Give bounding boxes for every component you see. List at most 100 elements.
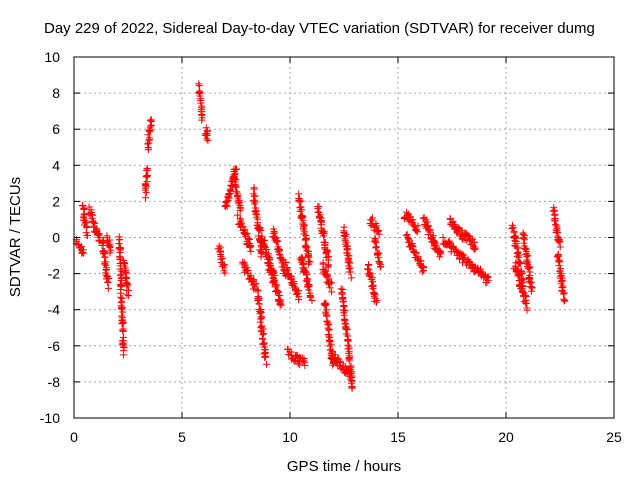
data-point [301,236,309,244]
data-point [271,276,279,284]
data-point [118,340,126,348]
y-tick-label: -6 [48,338,61,354]
data-point [83,224,91,232]
data-point [258,322,266,330]
data-point [461,254,469,262]
data-point [226,186,234,194]
data-point [374,254,382,262]
data-point [246,244,254,252]
data-point [517,282,525,290]
data-point [523,306,531,314]
data-point [256,310,264,318]
data-point [556,258,564,266]
x-tick-label: 0 [70,429,78,445]
data-point [295,358,303,366]
data-point [324,263,332,271]
data-point [305,260,313,268]
data-point [556,243,564,251]
data-point [124,281,132,289]
data-point [340,302,348,310]
data-point [308,296,316,304]
data-point [273,238,281,246]
data-point [516,260,524,268]
data-point [262,360,270,368]
data-point [524,252,532,260]
data-point [79,246,87,254]
data-point [292,352,300,360]
data-point [326,342,334,350]
data-point [346,365,354,373]
data-point [526,274,534,282]
data-point [260,340,268,348]
data-point [370,290,378,298]
data-point [319,259,327,267]
data-point [514,270,522,278]
data-point [368,216,376,224]
data-point [104,279,112,287]
data-point [339,298,347,306]
data-point [256,318,264,326]
data-point [305,286,313,294]
data-point [560,297,568,305]
data-point [116,236,124,244]
data-point [298,354,306,362]
data-point [198,116,206,124]
data-point [520,239,528,247]
data-point [268,269,276,277]
data-point [471,246,479,254]
data-point [238,220,246,228]
data-point [94,230,102,238]
data-point [403,214,411,222]
data-point [261,352,269,360]
data-point [327,340,335,348]
data-point [423,218,431,226]
data-point [232,183,240,191]
data-point [252,209,260,217]
data-point [221,269,229,277]
data-point [558,274,566,282]
data-point [265,261,273,269]
data-point [119,325,127,333]
data-point [80,211,88,219]
data-point [250,185,258,193]
x-tick-label: 10 [282,429,298,445]
data-point [261,242,269,250]
data-point [143,164,151,172]
data-point [257,227,265,235]
data-point [404,210,412,218]
data-point [222,201,230,209]
data-point [429,232,437,240]
data-point [460,255,468,263]
data-point [230,165,238,173]
data-point [298,253,306,261]
data-point [472,244,480,252]
data-point [404,238,412,246]
data-point [328,288,336,296]
data-point [369,282,377,290]
data-point [344,341,352,349]
data-point [147,118,155,126]
data-point [115,245,123,253]
data-point [243,266,251,274]
data-point [345,252,353,260]
data-point [123,291,131,299]
data-point [339,285,347,293]
data-point [343,326,351,334]
x-tick-label: 5 [178,429,186,445]
data-point [509,223,517,231]
data-point [275,292,283,300]
data-point [521,242,529,250]
data-point [144,144,152,152]
data-point [414,252,422,260]
data-point [515,251,523,259]
data-point [300,221,308,229]
data-point [81,219,89,227]
data-point [484,273,492,281]
data-point [98,239,106,247]
data-point [348,384,356,392]
data-point [403,231,411,239]
data-point [484,273,492,281]
data-point [272,283,280,291]
data-point [146,116,154,124]
data-point [528,283,536,291]
